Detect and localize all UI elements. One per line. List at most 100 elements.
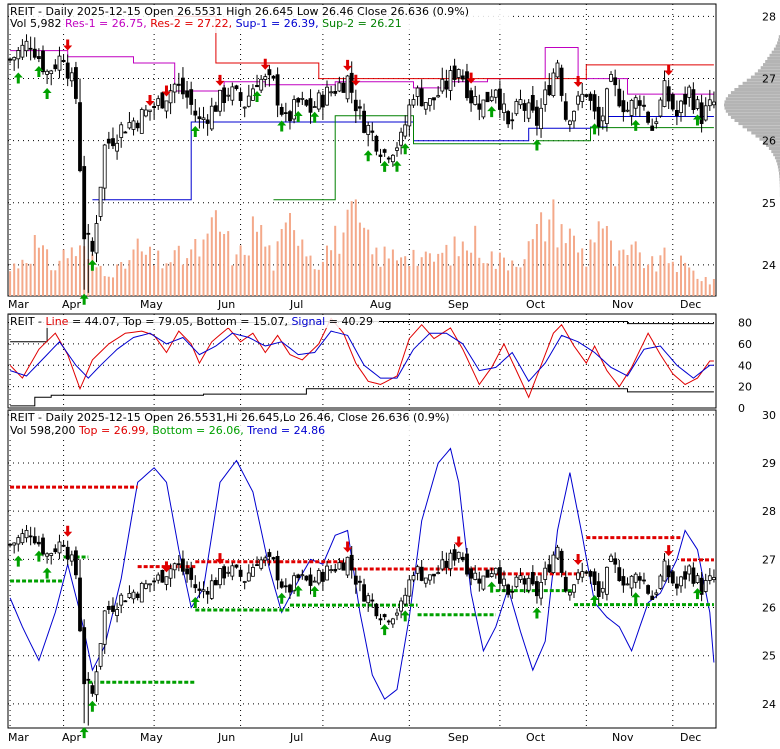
candle-body <box>161 570 164 582</box>
volume-bar <box>462 242 464 297</box>
volume-bar <box>54 270 56 296</box>
candle-body <box>21 45 24 57</box>
candle-body <box>210 581 213 599</box>
legend-item: Vol 598,200 <box>10 424 75 437</box>
price-legend: REIT - Daily 2025-12-15 Open 26.5531 Hig… <box>9 5 509 33</box>
candle-body <box>354 576 357 584</box>
candle-body <box>58 542 61 553</box>
candle-body <box>66 547 69 559</box>
candle-body <box>358 107 361 109</box>
candle-body <box>346 557 349 575</box>
candle-body <box>408 105 411 126</box>
candle-body <box>99 187 102 216</box>
candle-body <box>223 567 226 578</box>
candle-body <box>46 71 49 74</box>
candle-body <box>445 81 448 89</box>
candle-body <box>276 556 279 580</box>
bands-panel-frame <box>8 410 716 728</box>
candle-body <box>445 561 448 567</box>
candle-body <box>449 71 452 91</box>
volume-bar <box>565 243 567 296</box>
volume-bar <box>166 263 168 296</box>
volume-bar <box>639 252 641 296</box>
y-tick-label: 27 <box>762 553 776 566</box>
candle-body <box>470 569 473 578</box>
volume-bar <box>211 217 213 296</box>
candle-body <box>568 592 571 595</box>
volume-bar <box>458 256 460 296</box>
candle-body <box>116 610 119 616</box>
volume-bar <box>392 250 394 297</box>
candle-body <box>280 582 283 588</box>
candle-body <box>107 139 110 143</box>
volume-bar <box>223 234 225 296</box>
legend-row: Vol 5,982 Res-1 = 26.75, Res-2 = 27.22, … <box>10 17 402 30</box>
candle-body <box>404 125 407 136</box>
candle-body <box>42 51 45 72</box>
candle-body <box>194 111 197 115</box>
volume-bar <box>305 256 307 296</box>
candle-body <box>13 543 16 545</box>
volume-bar <box>289 213 291 296</box>
candle-body <box>663 81 666 107</box>
candle-body <box>264 558 267 560</box>
volume-bar <box>552 199 554 296</box>
volume-profile-bar <box>724 104 780 107</box>
candle-body <box>461 557 464 560</box>
candle-body <box>342 563 345 570</box>
volume-bar <box>203 240 205 297</box>
volume-profile-bar <box>774 48 780 51</box>
volume-bar <box>100 266 102 296</box>
volume-bar <box>371 254 373 296</box>
x-tick-label: Oct <box>526 731 546 744</box>
volume-bar <box>116 264 118 296</box>
candle-body <box>144 110 147 116</box>
candle-body <box>13 57 16 60</box>
candle-body <box>433 574 436 576</box>
candle-body <box>507 112 510 124</box>
candle-body <box>330 92 333 93</box>
candle-body <box>334 569 337 571</box>
candle-body <box>540 108 543 128</box>
candle-body <box>527 103 530 118</box>
volume-bar <box>161 268 163 296</box>
volume-bar <box>511 261 513 297</box>
candle-body <box>305 100 308 105</box>
volume-profile-bar <box>728 94 780 97</box>
volume-bar <box>536 224 538 296</box>
stochastic-legend: REIT - Line = 44.07, Top = 79.05, Bottom… <box>9 315 379 328</box>
candle-body <box>346 76 349 99</box>
volume-bar <box>178 246 180 296</box>
candle-body <box>659 576 662 588</box>
candle-body <box>91 241 94 251</box>
bands-legend: REIT - Daily 2025-12-15 Open 26.5531,Hi … <box>9 411 469 439</box>
volume-bar <box>277 241 279 296</box>
volume-bar <box>573 236 575 296</box>
volume-bar <box>96 267 98 296</box>
candle-body <box>494 568 497 574</box>
volume-bar <box>256 232 258 296</box>
volume-bar <box>713 279 715 296</box>
candle-body <box>519 576 522 580</box>
candle-body <box>396 148 399 151</box>
candle-body <box>457 552 460 558</box>
volume-bar <box>149 247 151 296</box>
volume-bar <box>42 245 44 296</box>
candle-body <box>688 87 691 97</box>
volume-bar <box>13 264 15 297</box>
candle-body <box>696 100 699 109</box>
volume-bar <box>198 257 200 297</box>
x-tick-label: Aug <box>370 731 391 744</box>
volume-bar <box>590 240 592 297</box>
y-tick-label: 28 <box>762 505 776 518</box>
legend-row: Vol 598,200 Top = 26.99, Bottom = 26.06,… <box>10 424 325 437</box>
volume-profile-bar <box>771 150 780 153</box>
volume-profile-bar <box>728 113 780 116</box>
candle-body <box>601 588 604 592</box>
candle-body <box>412 100 415 106</box>
candle-body <box>103 611 106 644</box>
candle-body <box>482 576 485 589</box>
volume-bar <box>557 247 559 296</box>
price-panel-frame <box>8 4 716 296</box>
candle-body <box>490 574 493 577</box>
